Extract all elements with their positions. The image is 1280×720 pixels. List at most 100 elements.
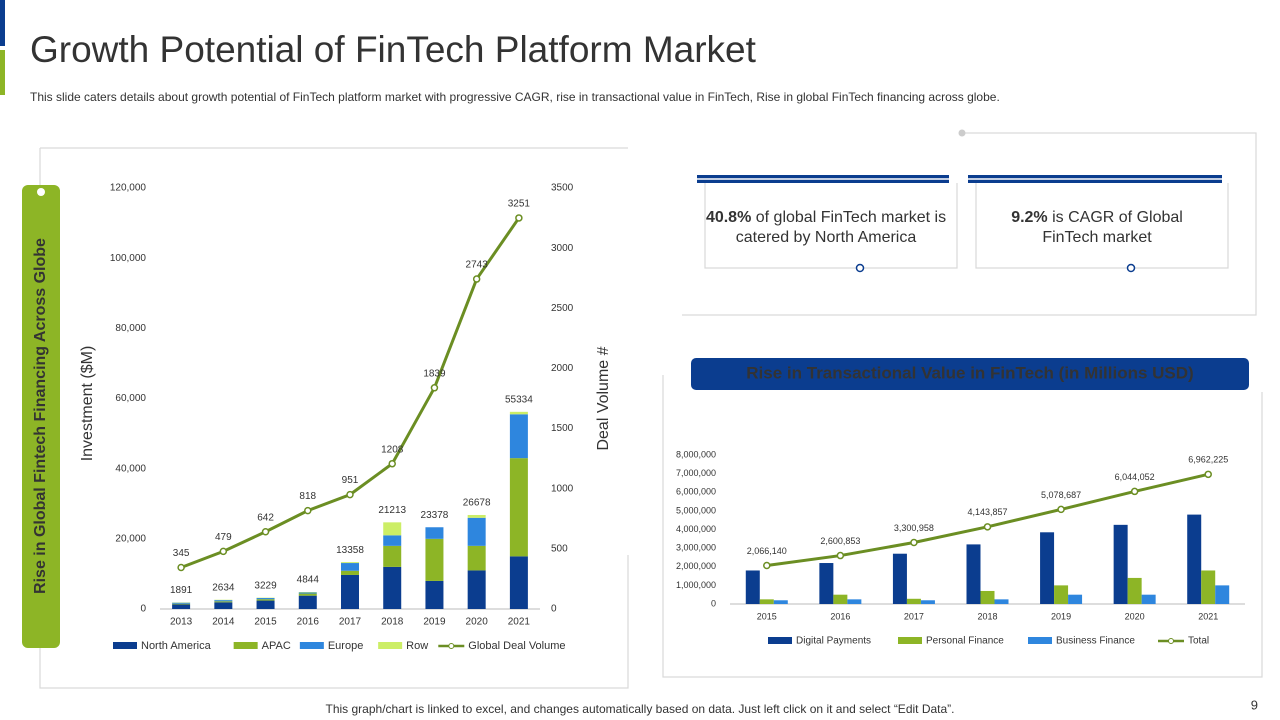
x-tick-label: 2016 bbox=[297, 617, 320, 628]
y-tick-label: 80,000 bbox=[115, 323, 146, 334]
bar bbox=[1040, 532, 1055, 604]
stat-text: catered by North America bbox=[736, 229, 917, 246]
bar bbox=[425, 580, 444, 609]
bar bbox=[819, 563, 834, 604]
stat-text: 40.8% of global FinTech market is bbox=[706, 209, 946, 226]
bar bbox=[509, 458, 528, 557]
y2-tick-label: 1500 bbox=[551, 423, 574, 434]
bar bbox=[920, 600, 935, 604]
legend-label: Total bbox=[1188, 636, 1209, 647]
y-tick-label: 2,000,000 bbox=[676, 561, 716, 571]
total-label: 2634 bbox=[212, 582, 235, 593]
legend-swatch bbox=[1168, 638, 1174, 644]
x-tick-label: 2021 bbox=[1198, 611, 1218, 621]
y-axis-label: Investment ($M) bbox=[79, 346, 96, 462]
x-tick-label: 2015 bbox=[757, 611, 777, 621]
bar bbox=[1068, 594, 1083, 604]
data-label: 6,044,052 bbox=[1115, 472, 1155, 482]
line-point bbox=[388, 459, 396, 468]
y2-axis-label: Deal Volume # bbox=[595, 346, 612, 450]
data-label: 6,962,225 bbox=[1188, 455, 1228, 465]
legend-swatch bbox=[898, 637, 922, 644]
data-label: 951 bbox=[342, 475, 359, 486]
line-point bbox=[346, 490, 354, 499]
bar bbox=[966, 544, 981, 604]
line-point bbox=[304, 506, 312, 515]
bar bbox=[172, 602, 191, 604]
y2-tick-label: 2500 bbox=[551, 303, 574, 314]
line bbox=[766, 472, 1209, 568]
total-label: 23378 bbox=[421, 510, 449, 521]
bar bbox=[256, 599, 275, 601]
bar bbox=[980, 590, 995, 604]
total-label: 1891 bbox=[170, 585, 193, 596]
legend-label: Digital Payments bbox=[796, 636, 871, 647]
y-tick-label: 120,000 bbox=[110, 183, 147, 194]
data-label: 2743 bbox=[466, 260, 489, 271]
bar bbox=[1127, 577, 1142, 604]
bar bbox=[1215, 585, 1230, 604]
legend-label: Personal Finance bbox=[926, 636, 1004, 647]
legend-swatch bbox=[448, 643, 455, 649]
y-tick-label: 8,000,000 bbox=[676, 449, 716, 459]
bar bbox=[1141, 594, 1156, 604]
stat-text: is CAGR of Global bbox=[1048, 209, 1183, 226]
bar bbox=[214, 600, 233, 602]
line-point bbox=[1130, 487, 1139, 496]
bar bbox=[214, 601, 233, 603]
bar bbox=[1054, 585, 1069, 604]
accent-bar bbox=[0, 50, 5, 95]
legend-label: Row bbox=[406, 640, 428, 652]
line-point bbox=[261, 528, 270, 536]
line-point bbox=[219, 547, 228, 556]
line-point bbox=[910, 538, 918, 547]
line-point bbox=[1204, 470, 1212, 479]
y-tick-label: 1,000,000 bbox=[676, 580, 716, 590]
x-tick-label: 2013 bbox=[170, 617, 193, 628]
bar bbox=[1187, 514, 1202, 604]
line-point bbox=[1057, 505, 1065, 514]
bar bbox=[172, 603, 191, 605]
x-tick-label: 2019 bbox=[1051, 611, 1071, 621]
x-tick-label: 2017 bbox=[339, 617, 362, 628]
dot bbox=[855, 263, 865, 273]
title: Growth Potential of FinTech Platform Mar… bbox=[30, 29, 757, 70]
footer: This graph/chart is linked to excel, and… bbox=[326, 702, 955, 716]
data-label: 818 bbox=[299, 491, 316, 502]
legend-swatch bbox=[378, 642, 403, 649]
bar bbox=[383, 545, 402, 567]
data-label: 5,078,687 bbox=[1041, 490, 1081, 500]
bar bbox=[509, 414, 528, 459]
x-tick-label: 2019 bbox=[423, 617, 446, 628]
bar bbox=[847, 599, 862, 604]
total-label: 21213 bbox=[378, 505, 406, 516]
bar bbox=[773, 600, 788, 604]
accent-bar bbox=[0, 0, 5, 46]
y-tick-label: 7,000,000 bbox=[676, 468, 716, 478]
bar bbox=[341, 563, 359, 571]
x-tick-label: 2015 bbox=[254, 617, 277, 628]
bar bbox=[298, 593, 317, 596]
data-label: 2,600,853 bbox=[820, 536, 860, 546]
side-banner bbox=[22, 185, 60, 648]
line-point bbox=[472, 275, 481, 283]
legend-label: Global Deal Volume bbox=[468, 640, 565, 652]
data-label: 1839 bbox=[423, 368, 446, 379]
line-point bbox=[515, 214, 523, 222]
legend-label: North America bbox=[141, 640, 212, 652]
bar bbox=[509, 556, 528, 609]
line-point bbox=[763, 561, 771, 570]
y2-tick-label: 3500 bbox=[551, 183, 574, 194]
y-tick-label: 100,000 bbox=[110, 253, 147, 264]
y-tick-label: 40,000 bbox=[115, 463, 146, 474]
x-tick-label: 2016 bbox=[830, 611, 850, 621]
total-label: 4844 bbox=[297, 575, 320, 586]
x-tick-label: 2018 bbox=[977, 611, 997, 621]
legend-swatch bbox=[768, 637, 792, 644]
bar bbox=[341, 562, 359, 564]
data-label: 479 bbox=[215, 532, 232, 543]
legend-swatch bbox=[233, 642, 258, 649]
x-tick-label: 2020 bbox=[1125, 611, 1145, 621]
